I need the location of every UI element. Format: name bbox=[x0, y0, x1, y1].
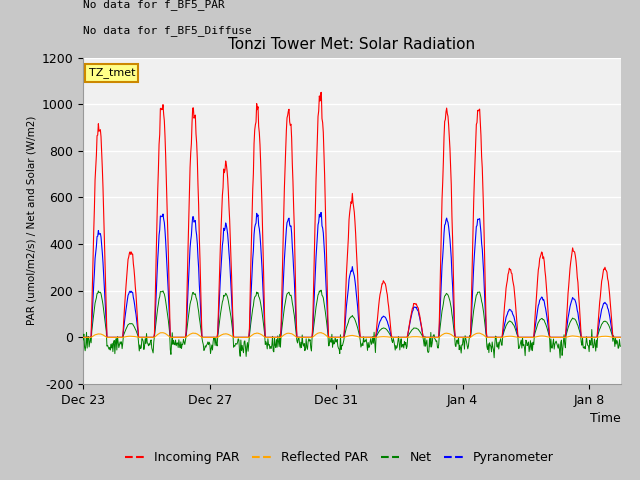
Y-axis label: PAR (umol/m2/s) / Net and Solar (W/m2): PAR (umol/m2/s) / Net and Solar (W/m2) bbox=[26, 116, 36, 325]
Title: Tonzi Tower Met: Solar Radiation: Tonzi Tower Met: Solar Radiation bbox=[228, 37, 476, 52]
Legend: Incoming PAR, Reflected PAR, Net, Pyranometer: Incoming PAR, Reflected PAR, Net, Pyrano… bbox=[120, 446, 558, 469]
Text: No data for f_BF5_Diffuse: No data for f_BF5_Diffuse bbox=[83, 25, 252, 36]
X-axis label: Time: Time bbox=[590, 412, 621, 425]
Text: No data for f_BF5_PAR: No data for f_BF5_PAR bbox=[83, 0, 225, 10]
Text: TZ_tmet: TZ_tmet bbox=[88, 67, 135, 78]
